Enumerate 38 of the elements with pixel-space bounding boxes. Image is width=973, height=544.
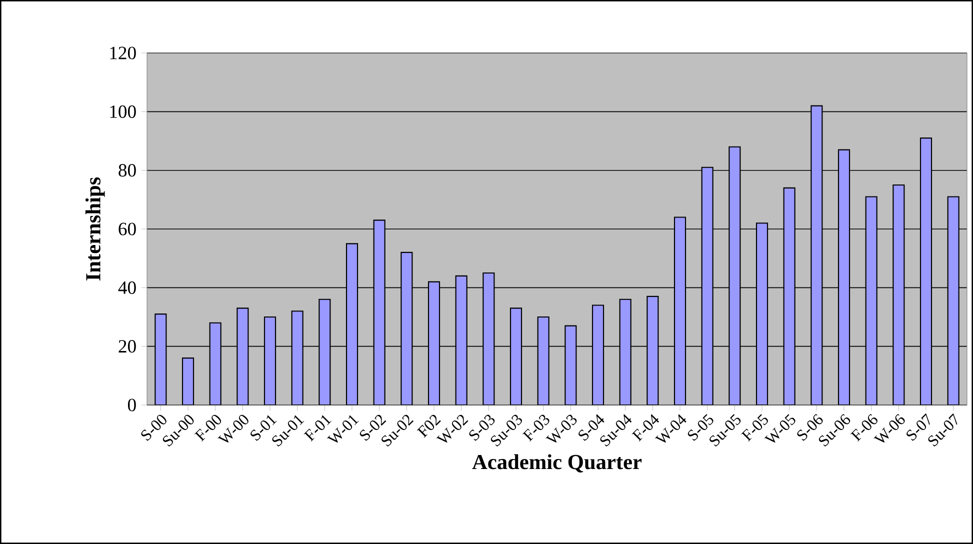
- bar: [756, 222, 768, 406]
- y-tick-label: 120: [110, 46, 136, 60]
- bar: [510, 308, 522, 406]
- bar: [455, 275, 468, 406]
- bar: [236, 308, 249, 406]
- bar: [810, 105, 823, 406]
- bar: [537, 316, 550, 406]
- bar: [264, 316, 276, 406]
- bar: [428, 281, 440, 406]
- bar: [728, 146, 741, 406]
- bar: [838, 149, 850, 406]
- bar: [482, 272, 495, 406]
- y-axis-title: Internships: [85, 177, 105, 280]
- bar: [674, 216, 686, 406]
- bar: [619, 298, 632, 406]
- bar: [892, 184, 905, 406]
- bar: [947, 196, 960, 406]
- y-tick-label: 80: [118, 164, 136, 177]
- x-axis-title: Academic Quarter: [472, 454, 642, 472]
- bar: [592, 304, 604, 406]
- y-tick-label: 0: [128, 398, 136, 412]
- bar: [318, 298, 331, 406]
- bar: [865, 196, 878, 406]
- bar: [346, 243, 358, 406]
- y-tick-label: 60: [118, 222, 136, 236]
- y-tick-label: 100: [110, 105, 136, 118]
- y-tick-label: 40: [118, 281, 136, 294]
- bar: [154, 314, 167, 406]
- bar: [920, 138, 932, 406]
- bar: [783, 187, 796, 406]
- bar: [291, 310, 304, 406]
- bar: [209, 322, 222, 406]
- bar: [564, 325, 577, 406]
- bar: [701, 166, 714, 406]
- bar: [646, 296, 659, 406]
- y-tick-label: 20: [118, 340, 136, 353]
- bar: [400, 252, 413, 406]
- bar: [373, 220, 386, 406]
